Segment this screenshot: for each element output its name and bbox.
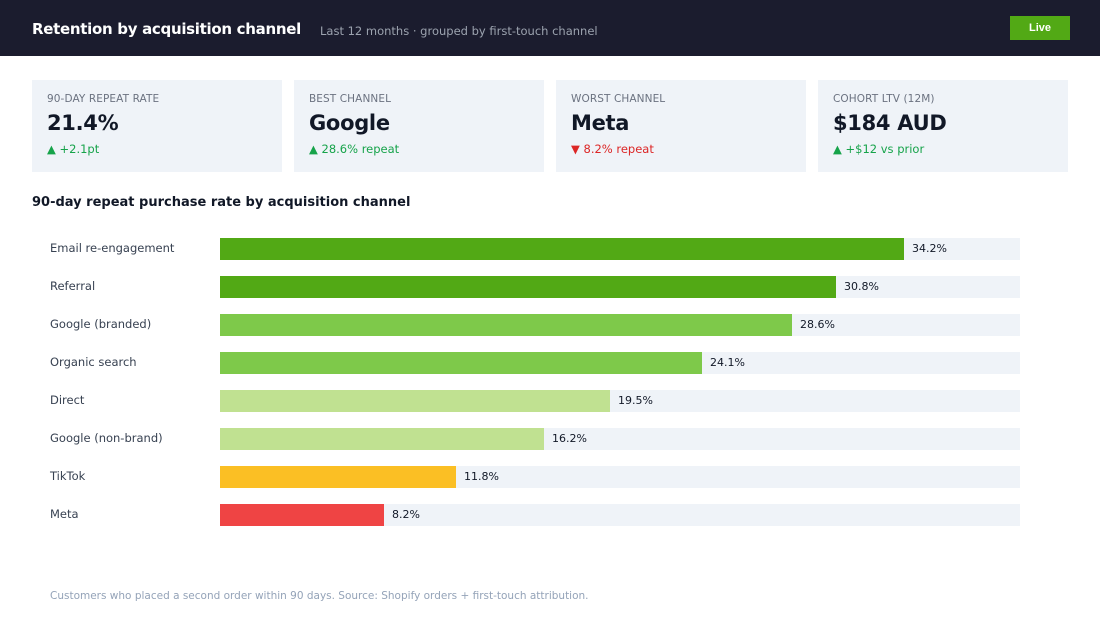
bar-label: TikTok <box>50 469 86 483</box>
bar-track: 28.6% <box>220 314 1020 336</box>
bar-value-label: 19.5% <box>618 394 653 407</box>
kpi-card: WORST CHANNEL Meta ▼ 8.2% repeat <box>556 80 806 172</box>
kpi-delta: ▲ +2.1pt <box>47 142 100 156</box>
bar <box>220 352 702 374</box>
kpi-label: WORST CHANNEL <box>571 93 666 105</box>
bar-label: Direct <box>50 393 85 407</box>
bar-value-label: 28.6% <box>800 318 835 331</box>
kpi-card: COHORT LTV (12M) $184 AUD ▲ +$12 vs prio… <box>818 80 1068 172</box>
bar <box>220 276 836 298</box>
bar-label: Email re-engagement <box>50 241 175 255</box>
live-button[interactable]: Live <box>1010 16 1070 40</box>
bar <box>220 238 904 260</box>
kpi-value: $184 AUD <box>833 111 947 135</box>
kpi-label: COHORT LTV (12M) <box>833 93 935 105</box>
bar-value-label: 34.2% <box>912 242 947 255</box>
bar-track: 34.2% <box>220 238 1020 260</box>
kpi-card: BEST CHANNEL Google ▲ 28.6% repeat <box>294 80 544 172</box>
bar-value-label: 8.2% <box>392 508 420 521</box>
footnote: Customers who placed a second order with… <box>50 590 589 602</box>
bar-value-label: 30.8% <box>844 280 879 293</box>
kpi-value: 21.4% <box>47 111 119 135</box>
bar <box>220 428 544 450</box>
bar-track: 30.8% <box>220 276 1020 298</box>
kpi-delta: ▲ 28.6% repeat <box>309 142 400 156</box>
bar-track: 8.2% <box>220 504 1020 526</box>
kpi-delta: ▼ 8.2% repeat <box>571 142 654 156</box>
header: Retention by acquisition channel Last 12… <box>0 0 1100 56</box>
bar-value-label: 16.2% <box>552 432 587 445</box>
bar-label: Referral <box>50 279 96 293</box>
bar-label: Organic search <box>50 355 137 369</box>
bar-label: Google (branded) <box>50 317 152 331</box>
bar <box>220 466 456 488</box>
kpi-value: Meta <box>571 111 630 135</box>
kpi-value: Google <box>309 111 390 135</box>
kpi-label: 90-DAY REPEAT RATE <box>47 93 160 105</box>
page-title: Retention by acquisition channel <box>32 20 301 38</box>
bar-label: Google (non-brand) <box>50 431 163 445</box>
bar <box>220 314 792 336</box>
bar-track: 11.8% <box>220 466 1020 488</box>
bar <box>220 504 384 526</box>
bar <box>220 390 610 412</box>
bar-label: Meta <box>50 507 79 521</box>
kpi-delta: ▲ +$12 vs prior <box>833 142 925 156</box>
kpi-card: 90-DAY REPEAT RATE 21.4% ▲ +2.1pt <box>32 80 282 172</box>
page-subtitle: Last 12 months · grouped by first-touch … <box>320 24 598 38</box>
bar-track: 24.1% <box>220 352 1020 374</box>
chart-title: 90-day repeat purchase rate by acquisiti… <box>32 195 411 210</box>
kpi-label: BEST CHANNEL <box>309 93 392 105</box>
bar-value-label: 24.1% <box>710 356 745 369</box>
bar-value-label: 11.8% <box>464 470 499 483</box>
bar-track: 16.2% <box>220 428 1020 450</box>
bar-track: 19.5% <box>220 390 1020 412</box>
